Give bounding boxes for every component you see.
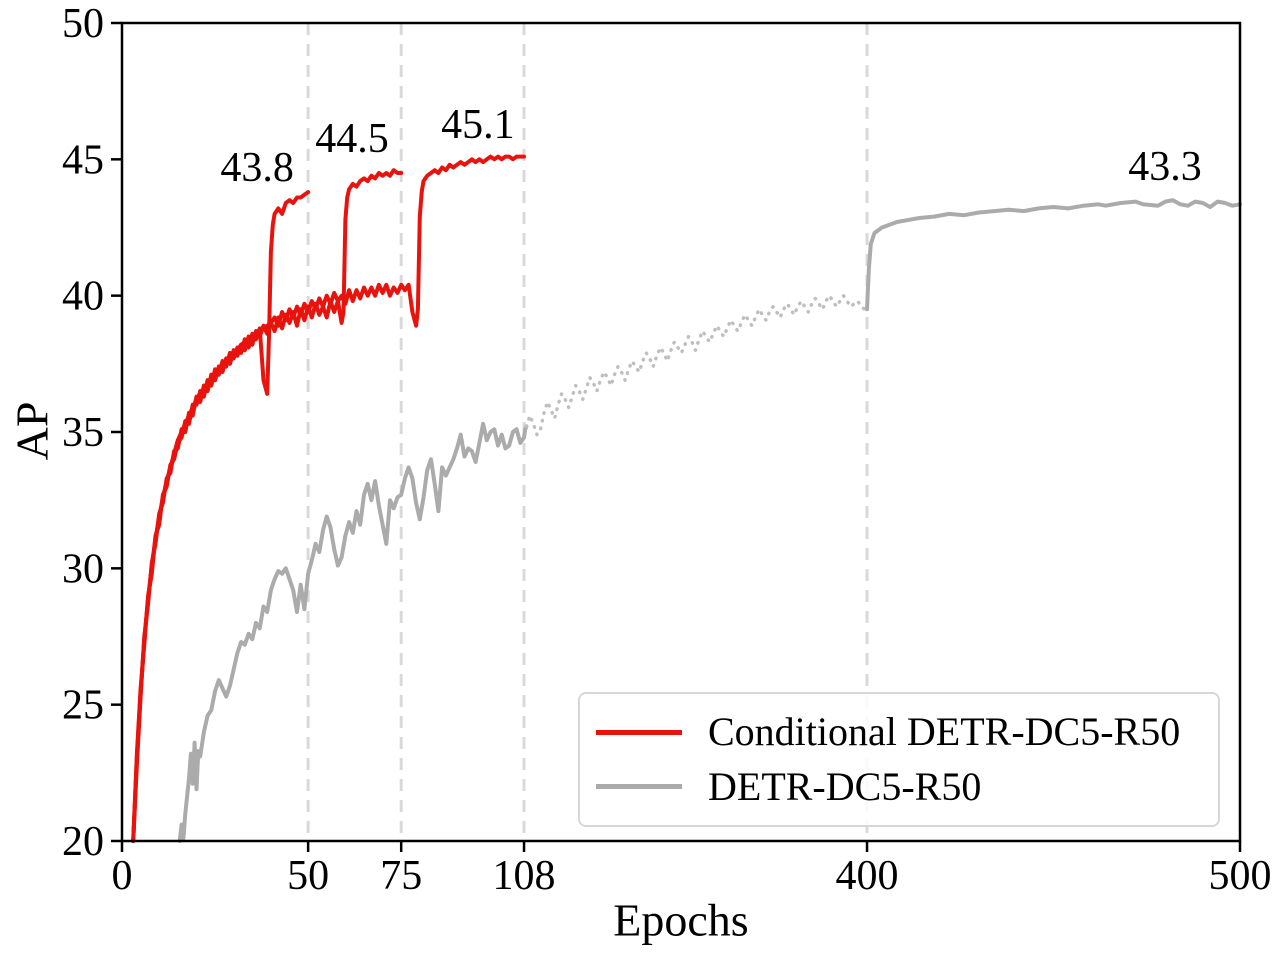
y-tick-label: 45 bbox=[62, 137, 104, 183]
x-axis-label: Epochs bbox=[613, 894, 749, 946]
legend: Conditional DETR-DC5-R50 DETR-DC5-R50 bbox=[578, 692, 1220, 827]
y-tick-label: 50 bbox=[62, 1, 104, 47]
x-tick-label: 0 bbox=[112, 853, 133, 899]
annotation-43.3: 43.3 bbox=[1128, 144, 1202, 190]
y-tick-label: 40 bbox=[62, 274, 104, 320]
legend-label: DETR-DC5-R50 bbox=[708, 763, 982, 809]
y-tick-label: 20 bbox=[62, 819, 104, 865]
y-tick-label: 35 bbox=[62, 410, 104, 456]
legend-line-sample-red bbox=[596, 729, 682, 735]
legend-line-sample-gray bbox=[596, 784, 682, 790]
y-tick-label: 25 bbox=[62, 683, 104, 729]
x-tick-label: 500 bbox=[1209, 853, 1272, 899]
y-axis-label: AP bbox=[6, 401, 58, 461]
x-tick-label: 75 bbox=[380, 853, 422, 899]
y-tick-label: 30 bbox=[62, 546, 104, 592]
legend-entry-detr: DETR-DC5-R50 bbox=[580, 763, 1218, 809]
series-line-5 bbox=[865, 198, 1242, 312]
x-tick-label: 108 bbox=[493, 853, 556, 899]
annotation-45.1: 45.1 bbox=[441, 102, 515, 148]
annotation-44.5: 44.5 bbox=[315, 116, 389, 162]
series-line-4 bbox=[524, 294, 869, 437]
x-tick-label: 50 bbox=[287, 853, 329, 899]
series-line-3 bbox=[177, 421, 529, 843]
legend-label: Conditional DETR-DC5-R50 bbox=[708, 709, 1181, 755]
series-line-2 bbox=[131, 154, 526, 843]
x-tick-label: 400 bbox=[836, 853, 899, 899]
legend-entry-conditional-detr: Conditional DETR-DC5-R50 bbox=[580, 712, 1218, 752]
annotation-43.8: 43.8 bbox=[220, 145, 294, 191]
